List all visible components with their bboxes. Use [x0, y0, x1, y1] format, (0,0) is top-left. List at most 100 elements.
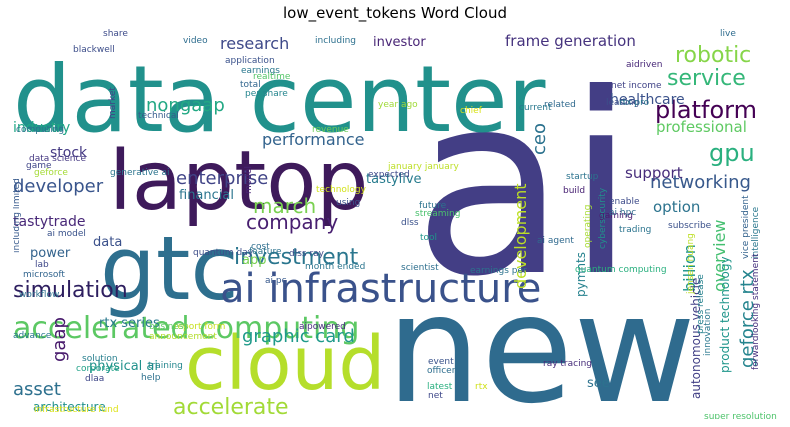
cloud-word: data center	[13, 46, 546, 153]
cloud-word: rtx	[475, 382, 488, 392]
cloud-word: earnings	[241, 66, 280, 76]
cloud-word: dlaa	[85, 374, 104, 384]
cloud-word: earnings per	[470, 266, 527, 276]
cloud-word: total	[240, 80, 261, 90]
cloud-word: infrastructure fund	[34, 405, 119, 415]
cloud-word: game	[26, 161, 52, 171]
cloud-word: press release	[696, 274, 706, 334]
cloud-word: simulation	[13, 278, 128, 303]
cloud-word: pymnts	[574, 252, 588, 297]
cloud-word: latest	[427, 382, 453, 392]
cloud-word: quantum computing	[575, 265, 667, 275]
cloud-word: product technology	[718, 256, 732, 373]
cloud-word: enterprise	[176, 168, 268, 189]
chart-title: low_event_tokens Word Cloud	[282, 4, 508, 22]
cloud-word: cybersecurity	[598, 187, 608, 249]
cloud-word: revenue	[312, 125, 349, 135]
cloud-word: including limited	[13, 178, 22, 253]
cloud-word: overview	[710, 219, 729, 292]
cloud-word: blackwell	[73, 45, 115, 55]
cloud-word: frame generation	[505, 32, 636, 50]
cloud-word: leading	[606, 98, 639, 108]
cloud-word: ai hpc	[609, 208, 636, 218]
cloud-word: nongaap	[146, 95, 225, 116]
cloud-word: power	[30, 246, 71, 261]
cloud-word: investment	[234, 245, 359, 270]
cloud-word: option	[653, 198, 700, 216]
cloud-word: ceo	[529, 123, 550, 155]
cloud-word: robotic	[675, 43, 751, 68]
cloud-word: live	[720, 29, 736, 39]
cloud-word: accelerate	[173, 395, 289, 419]
cloud-word: video	[183, 36, 208, 46]
cloud-word: physical ai	[89, 359, 158, 374]
cloud-word: generative ai	[110, 168, 169, 178]
cloud-word: platform	[655, 96, 757, 124]
word-cloud: ai new data center laptop gtc cloud ai infrast…	[13, 29, 778, 419]
cloud-word: expected	[368, 170, 410, 180]
cloud-word: month ended	[305, 262, 365, 272]
cloud-word: technology	[316, 185, 367, 195]
cloud-word: computing	[16, 125, 64, 135]
cloud-word: forwardlooking statement	[751, 253, 761, 370]
cloud-word: net	[428, 391, 443, 401]
cloud-word: year ago	[378, 100, 418, 110]
cloud-word: solution	[82, 354, 118, 364]
cloud-word: financial	[179, 188, 234, 203]
cloud-word: model	[244, 166, 254, 194]
cloud-word: per share	[245, 89, 288, 99]
cloud-word: corporate	[76, 364, 120, 374]
cloud-word: training	[148, 361, 183, 371]
cloud-word: help	[141, 373, 161, 383]
cloud-word: rtx series	[99, 316, 160, 331]
cloud-word: aipowered	[299, 322, 346, 332]
cloud-word: january january	[387, 162, 459, 172]
cloud-word: future	[419, 201, 447, 211]
cloud-word: build	[563, 186, 585, 196]
cloud-word: stock	[50, 145, 88, 161]
cloud-word: healthcare	[610, 92, 685, 108]
cloud-word: including	[315, 36, 356, 46]
cloud-word: geforce rtx	[737, 269, 758, 368]
cloud-word: feature	[249, 247, 282, 257]
cloud-word: graphic card	[242, 326, 355, 347]
cloud-word: super resolution	[704, 412, 777, 419]
cloud-word: ai pc	[265, 276, 287, 286]
cloud-word: using	[336, 198, 360, 208]
cloud-word: scientist	[401, 263, 439, 273]
cloud-word: report form	[174, 322, 225, 332]
cloud-word: operating	[583, 205, 593, 248]
cloud-word: networking	[650, 172, 751, 193]
cloud-word: gtc	[100, 217, 239, 320]
cloud-word: accelerated computing	[13, 311, 359, 346]
cloud-word: research	[220, 34, 289, 53]
cloud-word: cloud	[185, 321, 385, 407]
cloud-word: architecture	[33, 400, 106, 414]
cloud-word: see	[587, 376, 610, 391]
cloud-word: related	[544, 100, 576, 110]
cloud-word: developer	[13, 176, 104, 197]
cloud-word: technical	[138, 111, 179, 121]
cloud-word: application	[225, 56, 275, 66]
cloud-word: officer	[427, 366, 456, 376]
cloud-word: innovation	[703, 309, 713, 357]
cloud-word: autonomous vehicle	[689, 278, 703, 399]
cloud-word: investor	[373, 35, 426, 50]
cloud-word: gaap	[49, 317, 70, 362]
cloud-word: realtime	[253, 72, 291, 82]
cloud-word: microsoft	[23, 270, 65, 280]
cloud-word: ai	[413, 40, 636, 331]
cloud-word: geforce	[34, 168, 68, 178]
cloud-word: industry	[13, 120, 70, 136]
cloud-word: cost	[251, 242, 270, 252]
cloud-word: gpu	[709, 139, 755, 167]
cloud-word: professional	[656, 118, 747, 136]
cloud-word: company	[246, 210, 338, 234]
cloud-word: ai infrastructure	[220, 266, 541, 312]
cloud-word: dlss	[401, 218, 419, 228]
cloud-word: tastytrade	[13, 214, 85, 230]
cloud-word: service	[667, 66, 746, 91]
cloud-word: march	[253, 194, 316, 218]
cloud-word: share	[103, 29, 128, 39]
